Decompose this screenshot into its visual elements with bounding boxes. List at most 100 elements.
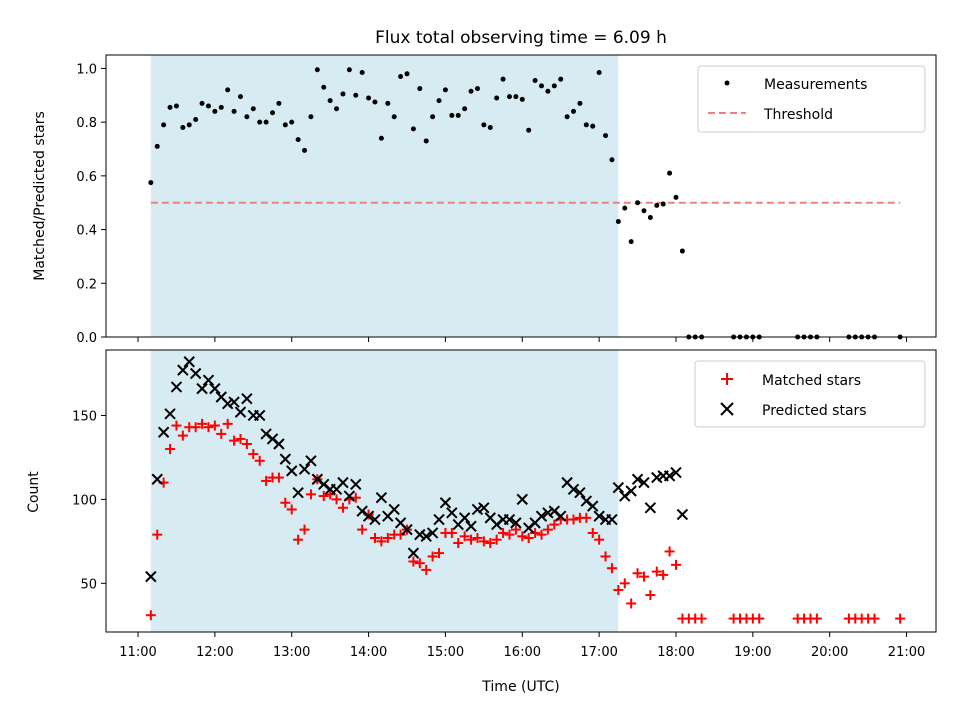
measurement-point <box>276 100 282 106</box>
predicted-star-point <box>567 483 580 496</box>
legend-matched-label: Matched stars <box>762 373 861 389</box>
matched-star-point <box>222 418 233 429</box>
measurement-point <box>334 106 340 112</box>
measurement-point <box>231 108 237 114</box>
predicted-star-point <box>157 426 170 438</box>
matched-star-point <box>305 489 316 500</box>
measurement-point <box>571 108 577 114</box>
chart-title: Flux total observing time = 6.09 h <box>375 28 667 48</box>
measurement-point <box>615 219 621 225</box>
matched-star-point <box>632 568 643 579</box>
measurement-point <box>205 103 211 109</box>
top-y-axis-label: Matched/Predicted stars <box>32 111 48 281</box>
matched-star-point <box>203 422 214 433</box>
matched-star-point <box>542 524 553 535</box>
matched-star-point <box>466 534 477 545</box>
matched-star-point <box>280 497 291 508</box>
predicted-star-point <box>446 507 458 519</box>
measurement-point <box>481 122 487 128</box>
matched-star-point <box>651 566 662 577</box>
matched-star-point <box>658 569 669 580</box>
predicted-star-point <box>209 382 221 395</box>
matched-star-point <box>626 598 637 609</box>
matched-star-point <box>414 558 425 569</box>
measurement-point <box>391 114 397 120</box>
x-tick-label: 16:00 <box>504 645 541 660</box>
matched-star-point <box>152 529 163 540</box>
predicted-star-point <box>145 570 157 583</box>
measurement-point <box>359 69 365 75</box>
matched-star-point <box>337 502 348 513</box>
matched-star-point <box>485 538 496 549</box>
predicted-star-point <box>305 455 317 467</box>
predicted-star-point <box>676 508 689 521</box>
x-tick-label: 19:00 <box>734 645 771 660</box>
measurement-point <box>148 180 154 186</box>
x-tick-label: 13:00 <box>273 645 310 660</box>
measurement-point <box>353 92 359 98</box>
bottom-y-axis-label: Count <box>26 471 42 513</box>
predicted-star-point <box>458 512 471 524</box>
predicted-star-point <box>196 382 208 395</box>
x-tick-label: 12:00 <box>196 645 233 660</box>
matched-star-point <box>754 613 765 624</box>
measurement-point <box>462 106 468 112</box>
bottom-y-ticks: 50 100 150 <box>72 409 106 592</box>
matched-star-point <box>395 529 406 540</box>
measurement-point <box>551 83 557 89</box>
predicted-star-point <box>420 530 432 543</box>
measurement-point <box>314 67 320 73</box>
predicted-stars-series <box>145 356 689 583</box>
measurement-point <box>167 104 173 110</box>
measurement-point <box>199 100 205 106</box>
measurement-point <box>667 170 673 176</box>
measurement-point <box>308 114 314 120</box>
measurement-point <box>180 125 186 131</box>
matched-star-point <box>517 531 528 542</box>
matched-star-point <box>369 533 380 543</box>
matched-star-point <box>434 548 445 559</box>
predicted-star-point <box>151 473 163 485</box>
predicted-star-point <box>414 528 426 541</box>
matched-star-point <box>293 534 304 545</box>
x-tick-label: 20:00 <box>811 645 848 660</box>
measurement-point <box>237 94 243 100</box>
bottom-y-tick-label: 150 <box>72 409 97 424</box>
top-legend: Measurements Threshold <box>697 65 926 133</box>
predicted-star-point <box>164 408 176 420</box>
measurement-point <box>340 91 346 97</box>
x-tick-label: 17:00 <box>580 645 617 660</box>
matched-star-point <box>241 439 252 449</box>
predicted-star-point <box>189 367 202 380</box>
predicted-star-point <box>554 510 567 522</box>
x-axis-label: Time (UTC) <box>481 679 559 695</box>
matched-star-point <box>895 613 906 624</box>
predicted-star-point <box>388 503 400 516</box>
legend-predicted-label: Predicted stars <box>762 403 867 419</box>
matched-star-point <box>408 556 419 567</box>
top-axes-frame <box>105 54 937 338</box>
legend-threshold-label: Threshold <box>763 107 833 123</box>
matched-star-point <box>299 524 310 535</box>
predicted-star-point <box>375 492 388 504</box>
legend-predicted-marker <box>720 402 734 416</box>
matched-star-point <box>510 524 521 535</box>
measurement-point <box>346 67 352 73</box>
measurement-point <box>577 100 583 106</box>
predicted-star-point <box>253 409 266 422</box>
top-y-ticks: 0.0 0.2 0.4 0.6 0.8 1.0 <box>76 62 106 346</box>
measurement-point <box>417 86 423 92</box>
legend-matched-marker <box>721 373 733 385</box>
top-y-tick-label: 1.0 <box>76 62 97 77</box>
matched-star-point <box>453 538 464 549</box>
predicted-star-point <box>510 517 522 529</box>
measurement-point <box>218 104 224 110</box>
measurement-point <box>270 110 276 116</box>
matched-star-point <box>273 472 284 483</box>
top-y-tick-label: 0.8 <box>76 116 97 131</box>
predicted-star-point <box>401 523 413 536</box>
predicted-star-point <box>343 490 356 502</box>
measurement-point <box>487 125 493 131</box>
predicted-star-point <box>638 476 650 489</box>
